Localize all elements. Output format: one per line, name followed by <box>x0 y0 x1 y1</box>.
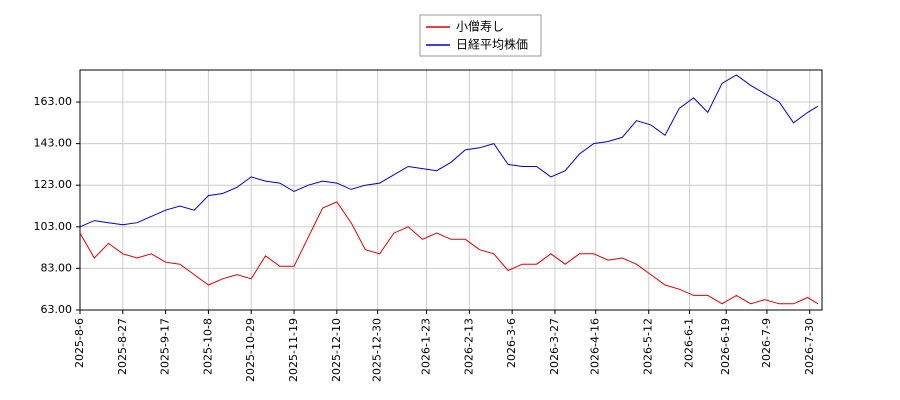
legend-label: 日経平均株価 <box>456 37 528 52</box>
x-tick-label: 2026-2-13 <box>462 318 475 375</box>
x-tick-label: 2025-10-8 <box>201 318 214 375</box>
x-tick-label: 2025-10-29 <box>244 318 257 382</box>
x-tick-label: 2025-12-30 <box>371 318 384 382</box>
x-tick-label: 2025-11-19 <box>287 318 300 382</box>
y-tick-label: 123.00 <box>34 178 73 191</box>
y-tick-label: 83.00 <box>41 261 73 274</box>
y-tick-label: 143.00 <box>34 137 73 150</box>
x-tick-label: 2026-3-27 <box>548 318 561 375</box>
legend-box <box>419 14 542 57</box>
y-tick-label: 103.00 <box>34 220 73 233</box>
grid <box>79 70 822 311</box>
x-tick-label: 2026-6-1 <box>683 318 696 368</box>
x-tick-label: 2025-9-17 <box>159 318 172 375</box>
legend-label: 小僧寿し <box>456 20 504 34</box>
x-tick-label: 2026-6-19 <box>719 318 732 375</box>
x-tick-label: 2026-7-30 <box>803 318 816 375</box>
series-line <box>79 201 819 305</box>
y-tick-label: 163.00 <box>34 95 73 108</box>
x-tick-label: 2026-1-23 <box>420 318 433 375</box>
x-tick-label: 2026-7-9 <box>760 318 773 368</box>
y-tick-label: 63.00 <box>41 303 73 316</box>
plot-frame <box>79 69 823 311</box>
x-tick-label: 2026-5-12 <box>642 318 655 375</box>
x-tick-label: 2025-8-6 <box>73 318 86 368</box>
x-tick-label: 2025-8-27 <box>116 318 129 375</box>
x-tick-label: 2026-3-6 <box>505 318 518 368</box>
series-line <box>79 74 819 228</box>
x-tick-label: 2026-4-16 <box>589 318 602 375</box>
x-tick-label: 2025-12-10 <box>330 318 343 382</box>
